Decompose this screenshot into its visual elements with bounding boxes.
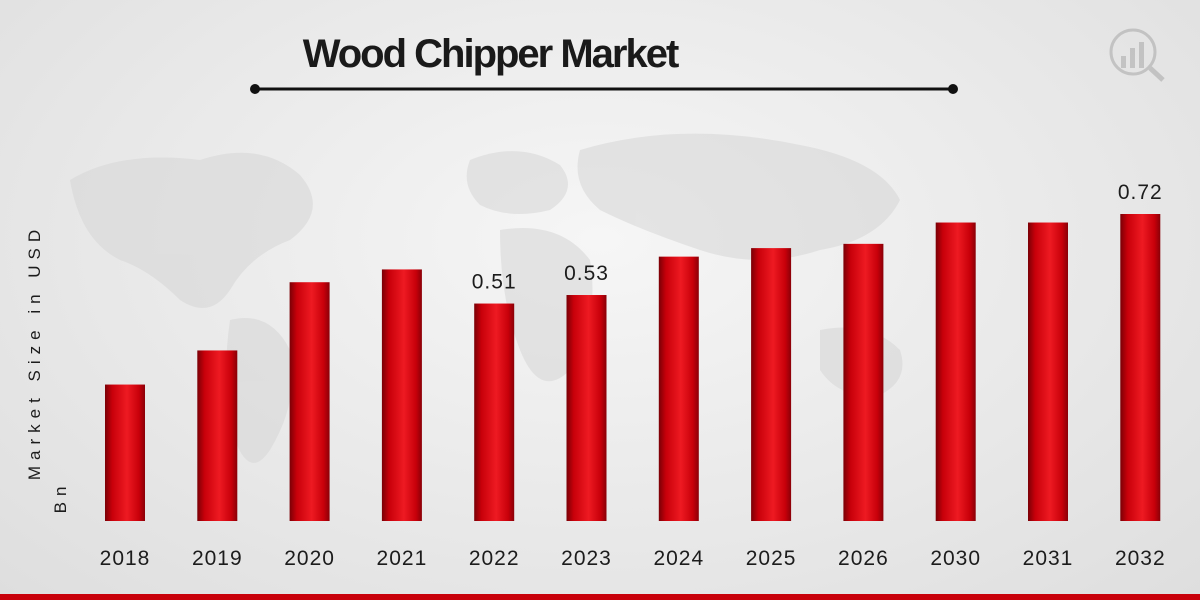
data-label-2023: 0.53 bbox=[564, 262, 609, 285]
bar-2019 bbox=[197, 350, 238, 521]
title-underline bbox=[250, 84, 958, 94]
x-tick-label-2018: 2018 bbox=[100, 547, 151, 570]
x-tick-label-2032: 2032 bbox=[1115, 547, 1166, 570]
x-tick-label-2022: 2022 bbox=[469, 547, 520, 570]
bar-2030 bbox=[935, 222, 976, 521]
x-tick-label-2023: 2023 bbox=[561, 547, 612, 570]
bar-2023 bbox=[566, 295, 607, 521]
bar-2021 bbox=[381, 269, 422, 521]
x-tick-label-2021: 2021 bbox=[377, 547, 428, 570]
tick-labels-group: 2018 2019 2020 2021 2022 2023 2024 2025 2026 2030… bbox=[100, 547, 1166, 570]
x-tick-label-2031: 2031 bbox=[1023, 547, 1074, 570]
bar-2022 bbox=[474, 303, 515, 521]
y-axis-label-line1: Market Size in USD bbox=[25, 224, 44, 480]
world-map-watermark-icon bbox=[70, 133, 903, 463]
bar-2025 bbox=[751, 248, 792, 521]
y-axis-label-line2: Bn bbox=[51, 481, 70, 514]
bar-2032 bbox=[1120, 214, 1161, 521]
bars-group bbox=[105, 214, 1161, 521]
x-tick-label-2030: 2030 bbox=[930, 547, 981, 570]
bottom-accent-bar bbox=[0, 594, 1200, 600]
x-tick-label-2024: 2024 bbox=[653, 547, 704, 570]
y-axis-label: Market Size in USD Bn bbox=[25, 224, 70, 514]
x-tick-label-2020: 2020 bbox=[284, 547, 335, 570]
data-labels-group: 0.51 0.53 0.72 bbox=[472, 181, 1163, 294]
data-label-2022: 0.51 bbox=[472, 271, 517, 294]
data-label-2032: 0.72 bbox=[1118, 181, 1163, 204]
x-tick-label-2025: 2025 bbox=[746, 547, 797, 570]
chart-title: Wood Chipper Market bbox=[303, 32, 679, 76]
x-tick-label-2019: 2019 bbox=[192, 547, 243, 570]
x-tick-label-2026: 2026 bbox=[838, 547, 889, 570]
research-logo-icon bbox=[1109, 28, 1165, 82]
bar-2026 bbox=[843, 243, 884, 521]
bar-2018 bbox=[105, 384, 145, 521]
bar-2031 bbox=[1028, 222, 1068, 521]
bar-2024 bbox=[658, 256, 699, 521]
bar-2020 bbox=[289, 282, 330, 521]
